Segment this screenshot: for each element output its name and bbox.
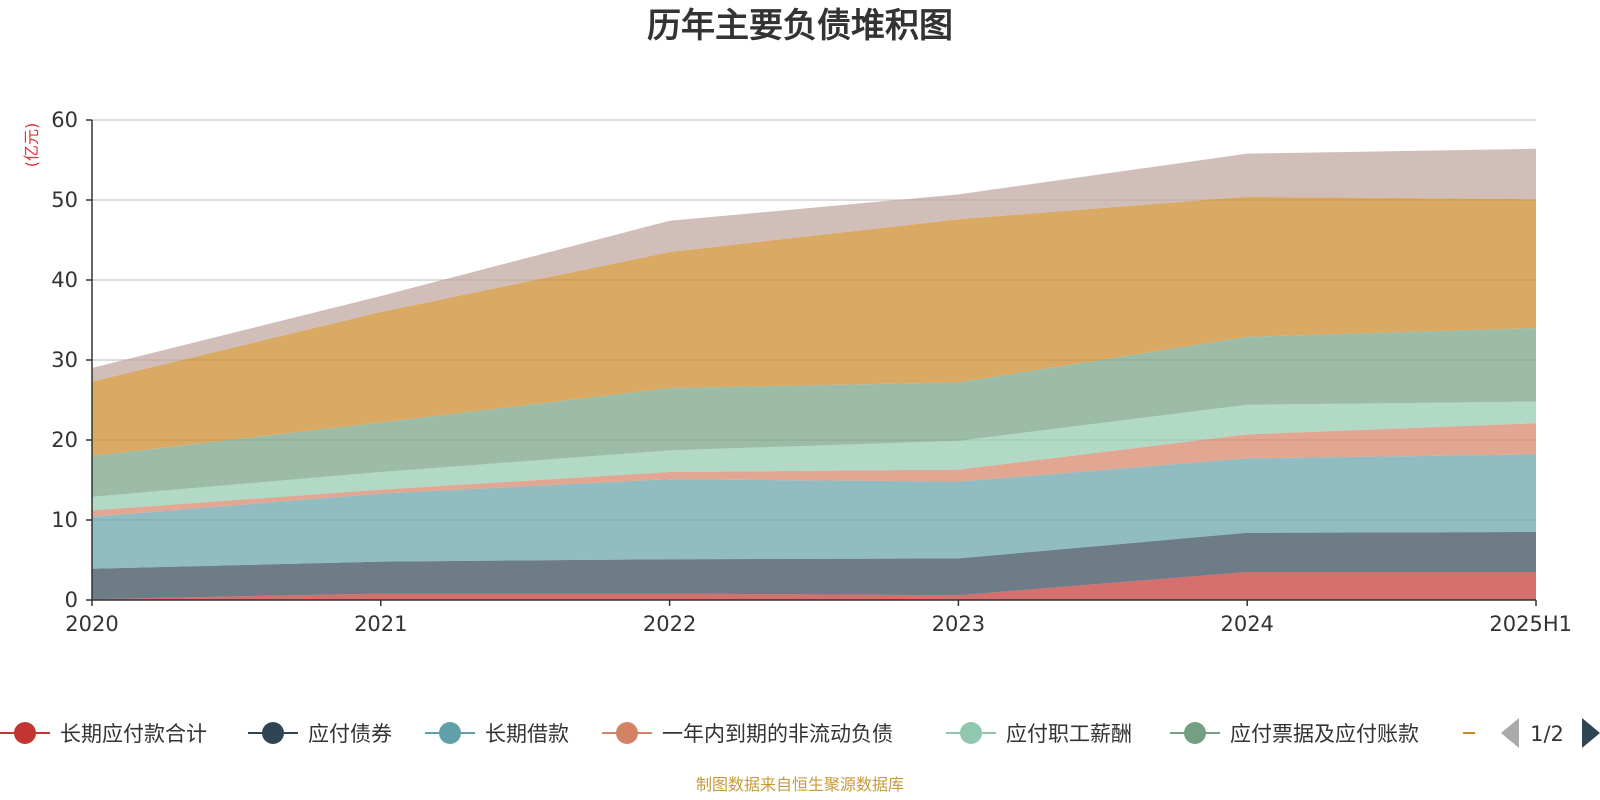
legend: 长期应付款合计 应付债券 长期借款 一年内到期的非流动负债 应付职工薪酬 应付票据及应付账… — [0, 718, 1600, 748]
legend-item[interactable]: 一年内到期的非流动负债 — [602, 722, 893, 746]
area-series-6 — [92, 328, 1536, 497]
chart-title: 历年主要负债堆积图 — [647, 6, 953, 46]
y-axis-unit-label: (亿元) — [22, 123, 41, 168]
x-tick-label: 2020 — [65, 612, 118, 636]
y-tick-label: 40 — [51, 268, 78, 292]
x-tick-label: 2022 — [643, 612, 696, 636]
legend-item[interactable]: 应付票据及应付账款 — [1170, 722, 1419, 746]
x-tick-label: 2024 — [1220, 612, 1273, 636]
area-series-2 — [92, 532, 1536, 600]
legend-label: 应付票据及应付账款 — [1230, 722, 1419, 746]
legend-circle-marker — [262, 722, 284, 744]
area-series-group — [92, 148, 1536, 600]
y-tick-label: 50 — [51, 188, 78, 212]
x-tick-label: 2023 — [932, 612, 985, 636]
y-tick-label: 30 — [51, 348, 78, 372]
legend-prev-page-icon[interactable] — [1501, 718, 1519, 748]
area-series-1 — [92, 572, 1536, 600]
x-tick-label: 2021 — [354, 612, 407, 636]
y-tick-label: 60 — [51, 108, 78, 132]
area-series-7 — [92, 196, 1536, 457]
legend-item[interactable]: 应付职工薪酬 — [946, 722, 1132, 746]
legend-page-indicator: 1/2 — [1530, 722, 1564, 746]
axes: 0 10 20 30 40 50 60 2020 2021 2022 2023 2024 2025H1 — [51, 108, 1572, 636]
legend-circle-marker — [616, 722, 638, 744]
x-tick-label: 2025H1 — [1489, 612, 1572, 636]
legend-item[interactable]: 应付债券 — [248, 722, 392, 746]
legend-circle-marker — [1184, 722, 1206, 744]
y-tick-label: 10 — [51, 508, 78, 532]
legend-label: 应付债券 — [308, 722, 392, 746]
legend-label: 一年内到期的非流动负债 — [662, 722, 893, 746]
data-source-note: 制图数据来自恒生聚源数据库 — [696, 775, 904, 794]
area-series-5 — [92, 401, 1536, 511]
area-series-8 — [92, 148, 1536, 382]
legend-circle-marker — [14, 722, 36, 744]
area-series-3 — [92, 454, 1536, 569]
legend-label: 长期应付款合计 — [60, 722, 207, 746]
legend-next-page-icon[interactable] — [1582, 718, 1600, 748]
y-tick-label: 20 — [51, 428, 78, 452]
area-series-4 — [92, 423, 1536, 517]
legend-item[interactable]: 长期应付款合计 — [0, 722, 207, 746]
legend-item[interactable]: 长期借款 — [425, 722, 569, 746]
legend-label: 应付职工薪酬 — [1006, 722, 1132, 746]
y-tick-label: 0 — [65, 588, 78, 612]
legend-circle-marker — [439, 722, 461, 744]
legend-label: 长期借款 — [485, 722, 569, 746]
legend-circle-marker — [960, 722, 982, 744]
